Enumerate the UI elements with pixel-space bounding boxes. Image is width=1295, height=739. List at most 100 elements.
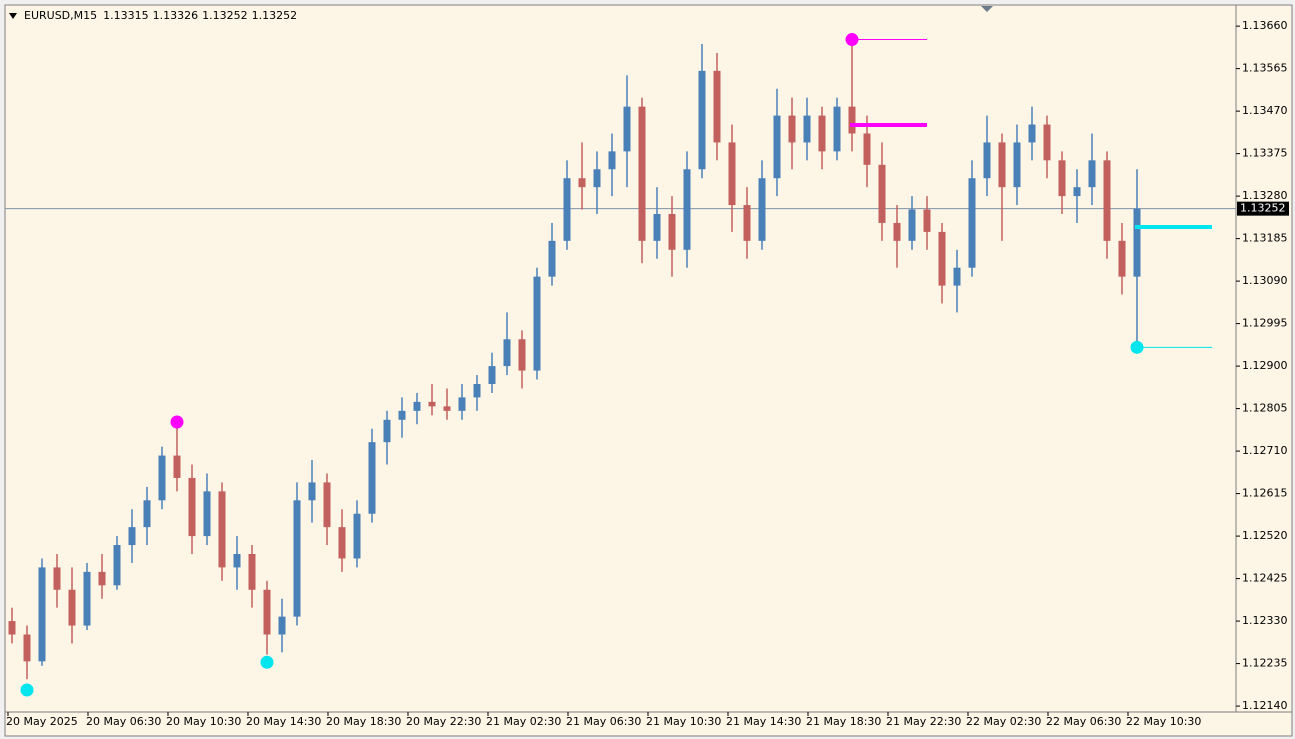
swing-point bbox=[170, 415, 184, 429]
header-open: 1.13315 bbox=[103, 9, 149, 22]
header-close: 1.13252 bbox=[252, 9, 298, 22]
candle-body bbox=[788, 115, 796, 143]
candle-body bbox=[1088, 160, 1096, 188]
x-tick-label: 22 May 02:30 bbox=[966, 715, 1041, 728]
menu-triangle[interactable] bbox=[9, 13, 17, 19]
candle-body bbox=[353, 513, 361, 559]
candle-body bbox=[893, 222, 901, 241]
swing-point bbox=[20, 683, 34, 697]
candle-body bbox=[383, 419, 391, 443]
x-tick-label: 20 May 22:30 bbox=[406, 715, 481, 728]
candle-body bbox=[623, 106, 631, 152]
candle-body bbox=[98, 571, 106, 586]
candle-body bbox=[878, 164, 886, 223]
candle-body bbox=[158, 455, 166, 501]
candle-body bbox=[608, 151, 616, 170]
candle-body bbox=[803, 115, 811, 143]
candle-body bbox=[38, 567, 46, 662]
y-tick-label: 1.13660 bbox=[1242, 19, 1288, 32]
x-tick-label: 20 May 2025 bbox=[6, 715, 78, 728]
header-low: 1.13252 bbox=[202, 9, 248, 22]
y-tick-label: 1.12330 bbox=[1242, 614, 1288, 627]
y-tick-label: 1.12140 bbox=[1242, 699, 1288, 712]
candle-body bbox=[428, 401, 436, 407]
candle-body bbox=[503, 339, 511, 367]
candle-body bbox=[173, 455, 181, 478]
y-tick-label: 1.12805 bbox=[1242, 402, 1288, 415]
candle-body bbox=[998, 142, 1006, 188]
candle-body bbox=[128, 527, 136, 546]
candle-body bbox=[668, 214, 676, 250]
candle-body bbox=[683, 169, 691, 250]
y-tick-label: 1.12710 bbox=[1242, 444, 1288, 457]
candle-body bbox=[953, 267, 961, 286]
candle-body bbox=[698, 70, 706, 170]
swing-point bbox=[845, 33, 859, 47]
candle-body bbox=[743, 205, 751, 241]
candle-body bbox=[968, 178, 976, 268]
candle-body bbox=[773, 115, 781, 179]
candle-body bbox=[488, 366, 496, 384]
candle-body bbox=[203, 491, 211, 537]
x-tick-label: 22 May 06:30 bbox=[1046, 715, 1121, 728]
y-tick-label: 1.12520 bbox=[1242, 529, 1288, 542]
y-tick-label: 1.13185 bbox=[1242, 232, 1288, 245]
candle-body bbox=[23, 634, 31, 662]
y-tick-label: 1.12615 bbox=[1242, 487, 1288, 500]
candle-body bbox=[983, 142, 991, 179]
candle-body bbox=[533, 276, 541, 371]
x-tick-label: 20 May 14:30 bbox=[246, 715, 321, 728]
candle-body bbox=[278, 616, 286, 635]
candle-body bbox=[293, 500, 301, 617]
y-tick-label: 1.13090 bbox=[1242, 274, 1288, 287]
candle-body bbox=[113, 545, 121, 586]
candle-body bbox=[458, 397, 466, 411]
candle-body bbox=[323, 482, 331, 528]
bid-label-box bbox=[1237, 201, 1289, 216]
candle-body bbox=[263, 589, 271, 635]
candle-body bbox=[338, 527, 346, 559]
x-tick-label: 21 May 10:30 bbox=[646, 715, 721, 728]
candle-body bbox=[713, 70, 721, 143]
candle-body bbox=[218, 491, 226, 568]
candle-body bbox=[593, 169, 601, 188]
candle-body bbox=[1013, 142, 1021, 188]
y-tick-label: 1.13470 bbox=[1242, 104, 1288, 117]
candle-body bbox=[233, 553, 241, 568]
candle-body bbox=[1043, 124, 1051, 161]
candle-body bbox=[8, 621, 16, 635]
candle-body bbox=[638, 106, 646, 241]
x-tick-label: 21 May 06:30 bbox=[566, 715, 641, 728]
candle-body bbox=[473, 383, 481, 398]
candle-body bbox=[53, 567, 61, 590]
price-axis bbox=[1235, 4, 1293, 713]
candle-body bbox=[923, 209, 931, 232]
shift-marker bbox=[981, 6, 993, 12]
plot-area bbox=[4, 4, 1237, 713]
y-tick-label: 1.12900 bbox=[1242, 359, 1288, 372]
candle-body bbox=[1058, 160, 1066, 197]
candle-body bbox=[83, 571, 91, 626]
candle-body bbox=[1073, 187, 1081, 197]
candle-body bbox=[908, 209, 916, 241]
candle-body bbox=[548, 240, 556, 277]
y-tick-label: 1.13280 bbox=[1242, 189, 1288, 202]
x-tick-label: 21 May 14:30 bbox=[726, 715, 801, 728]
y-tick-label: 1.12995 bbox=[1242, 317, 1288, 330]
candle-body bbox=[728, 142, 736, 206]
candle-body bbox=[413, 401, 421, 411]
candle-body bbox=[143, 500, 151, 528]
candle-body bbox=[863, 133, 871, 165]
header-high: 1.13326 bbox=[153, 9, 199, 22]
x-tick-label: 21 May 18:30 bbox=[806, 715, 881, 728]
candle-body bbox=[1118, 240, 1126, 277]
x-tick-label: 22 May 10:30 bbox=[1126, 715, 1201, 728]
bid-label: 1.13252 bbox=[1240, 202, 1286, 215]
candle-body bbox=[938, 231, 946, 286]
chart-layer: 1.13660 1.13565 1.13470 1.13375 1.13280 1.131… bbox=[5, 19, 1289, 728]
candle-body bbox=[443, 406, 451, 411]
candle-body bbox=[578, 178, 586, 188]
candle-body bbox=[248, 553, 256, 590]
y-tick-label: 1.13565 bbox=[1242, 62, 1288, 75]
